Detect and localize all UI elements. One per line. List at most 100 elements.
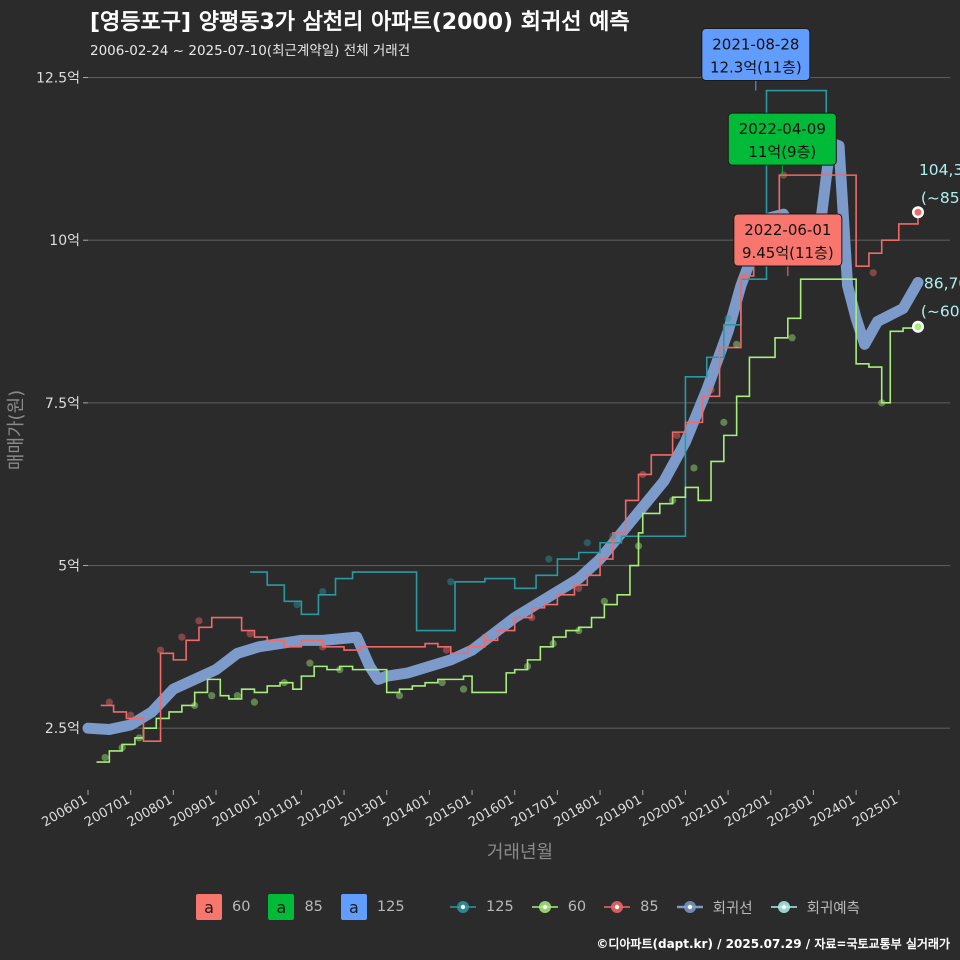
annotation-date: 2022-04-09 bbox=[739, 120, 826, 138]
x-tick-label: 201001 bbox=[210, 792, 260, 830]
series-line-60 bbox=[96, 278, 919, 763]
transaction-point bbox=[639, 470, 647, 479]
transaction-point bbox=[105, 698, 113, 706]
transaction-point bbox=[575, 626, 583, 635]
transaction-point bbox=[707, 386, 715, 394]
legend-line-label: 125 bbox=[486, 899, 514, 915]
transaction-point bbox=[442, 646, 451, 654]
x-tick-label: 200601 bbox=[40, 792, 90, 830]
legend-line-s60: 60 bbox=[531, 897, 586, 917]
forecast-point bbox=[914, 208, 922, 216]
transaction-point bbox=[127, 711, 135, 719]
transaction-point bbox=[690, 464, 698, 472]
annotation-box bbox=[701, 28, 811, 82]
x-tick-label: 201301 bbox=[338, 792, 388, 830]
footer-credit: ©디아파트(dapt.kr) / 2025.07.29 / 자료=국토교통부 실… bbox=[596, 937, 950, 951]
transaction-point bbox=[101, 753, 109, 762]
x-axis-title: 거래년월 bbox=[487, 842, 553, 863]
legend-box-125: a bbox=[340, 894, 367, 920]
forecast-point bbox=[914, 323, 922, 331]
x-tick-label: 201401 bbox=[381, 792, 431, 830]
transaction-point bbox=[319, 643, 327, 651]
scatter-points bbox=[101, 171, 924, 762]
transaction-point bbox=[669, 496, 677, 505]
transaction-point bbox=[733, 340, 741, 348]
y-axis: 2.5억 5억 7.5억 10억 12.5억 bbox=[36, 71, 88, 737]
transaction-point bbox=[779, 171, 788, 179]
annotation-box bbox=[733, 213, 843, 267]
transaction-point bbox=[724, 314, 732, 322]
end-label-area: (~85㎡) bbox=[921, 189, 960, 207]
transaction-point bbox=[609, 535, 617, 544]
annotation-date: 2021-08-28 bbox=[712, 36, 799, 54]
x-tick-label: 201501 bbox=[424, 792, 474, 830]
transaction-point bbox=[438, 679, 446, 687]
y-tick-label: 10억 bbox=[49, 233, 80, 249]
x-tick-label: 202301 bbox=[765, 792, 815, 830]
legend-box-label: 60 bbox=[232, 899, 251, 915]
transaction-point bbox=[178, 633, 186, 641]
transaction-point bbox=[459, 685, 468, 693]
transaction-point bbox=[600, 597, 608, 605]
legend-box-60: a bbox=[196, 894, 222, 920]
legend-line-label: 회귀선 bbox=[712, 900, 753, 917]
transaction-point bbox=[720, 418, 728, 426]
transaction-point bbox=[306, 659, 314, 667]
end-label-value: 104,300 bbox=[919, 161, 960, 179]
transaction-point bbox=[246, 630, 254, 638]
chart-labels: 104,300 (~85㎡) 86,700 (~60㎡) 2021-08-28 12.3억… bbox=[701, 28, 960, 321]
end-label-area: (~60㎡) bbox=[921, 303, 960, 321]
x-tick-label: 202101 bbox=[680, 792, 730, 830]
transaction-point bbox=[395, 692, 404, 700]
annotation-date: 2022-06-01 bbox=[744, 221, 831, 239]
legend-line-forecast: 회귀예측 bbox=[770, 897, 860, 918]
chart-subtitle: 2006-02-24 ~ 2025-07-10(최근계약일) 전체 거래건 bbox=[90, 43, 411, 59]
end-label-value: 86,700 bbox=[924, 275, 960, 293]
transaction-point bbox=[319, 587, 327, 596]
x-tick-label: 202401 bbox=[808, 792, 858, 830]
legend-line-swatch bbox=[604, 901, 631, 913]
y-tick-label: 12.5억 bbox=[36, 71, 80, 87]
legend-boxes: a 60 a 85 a 125 bbox=[196, 892, 423, 922]
transaction-point bbox=[156, 646, 165, 654]
y-tick-label: 5억 bbox=[58, 559, 80, 575]
transaction-point bbox=[741, 272, 749, 280]
legend-line-label: 회귀예측 bbox=[806, 900, 860, 917]
legend-lines: 125 60 85 회귀선 회귀예측 bbox=[450, 892, 878, 922]
legend-line-swatch bbox=[770, 901, 797, 913]
annotation-box bbox=[727, 112, 837, 166]
legend-line-s125: 125 bbox=[450, 897, 514, 917]
transaction-point bbox=[233, 692, 241, 700]
annotation-price: 12.3억(11층) bbox=[710, 59, 802, 77]
series-line-125 bbox=[250, 89, 828, 632]
y-tick-label: 2.5억 bbox=[45, 721, 80, 737]
x-tick-label: 201901 bbox=[594, 792, 644, 830]
x-tick-label: 201701 bbox=[509, 792, 559, 830]
transaction-point bbox=[208, 692, 216, 700]
transaction-point bbox=[191, 701, 199, 710]
transaction-point bbox=[609, 532, 617, 540]
transaction-point bbox=[673, 431, 681, 439]
transaction-point bbox=[135, 734, 143, 742]
x-tick-label: 200901 bbox=[168, 792, 218, 830]
x-tick-label: 202501 bbox=[850, 792, 900, 830]
transaction-point bbox=[336, 666, 344, 674]
x-axis: 2006012007012008012009012010012011012012… bbox=[40, 790, 901, 830]
transaction-point bbox=[118, 744, 126, 752]
x-tick-label: 202201 bbox=[722, 792, 772, 830]
transaction-point bbox=[878, 399, 886, 407]
annotation-price: 9.45억(11층) bbox=[742, 244, 834, 262]
transaction-point bbox=[575, 584, 583, 592]
transaction-point bbox=[545, 555, 553, 563]
x-tick-label: 201601 bbox=[466, 792, 516, 830]
transaction-point bbox=[250, 698, 259, 706]
x-tick-label: 201201 bbox=[296, 792, 346, 830]
transaction-point bbox=[293, 600, 301, 609]
transaction-point bbox=[583, 539, 591, 547]
legend-box-label: 85 bbox=[304, 899, 323, 915]
x-tick-label: 200801 bbox=[125, 792, 175, 830]
x-tick-label: 200701 bbox=[82, 792, 132, 830]
x-tick-label: 201101 bbox=[253, 792, 303, 830]
series-line-85 bbox=[100, 174, 919, 742]
